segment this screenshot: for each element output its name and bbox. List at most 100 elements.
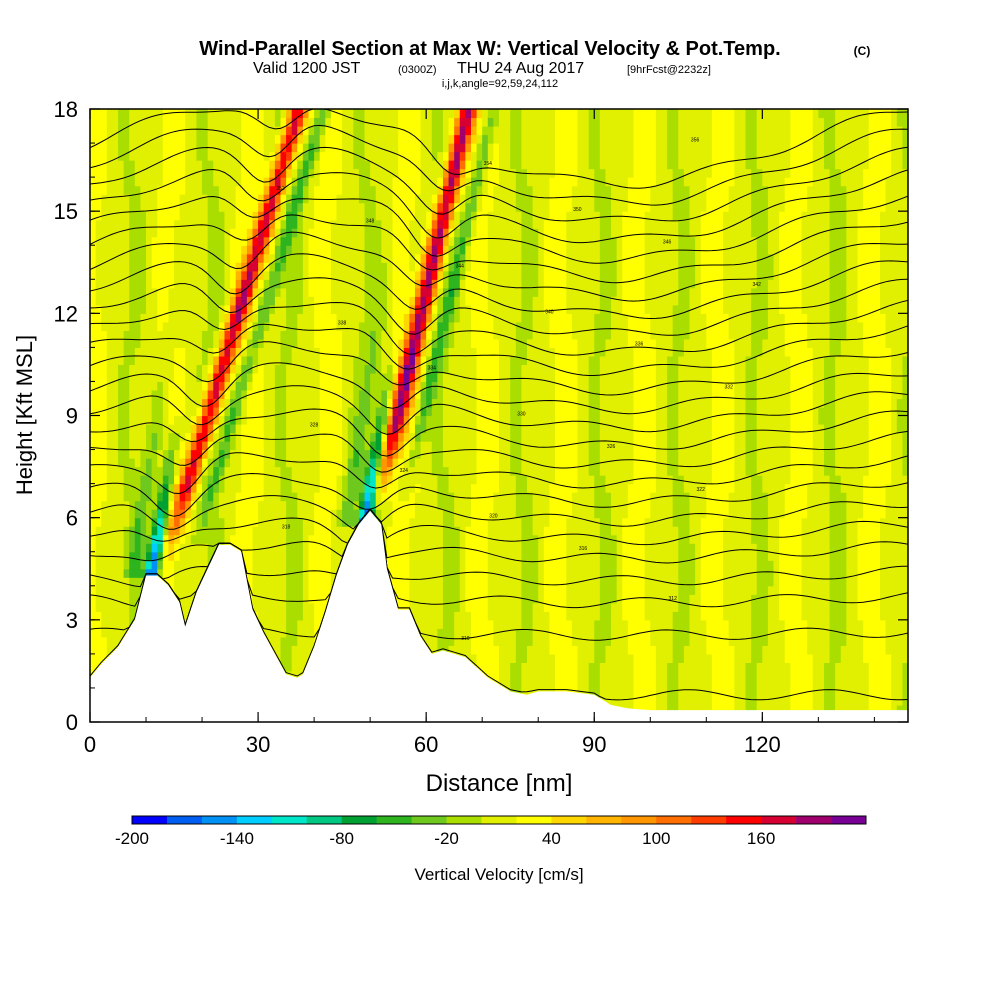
field-cell bbox=[308, 109, 315, 119]
field-cell bbox=[426, 202, 433, 212]
field-cell bbox=[302, 134, 310, 144]
field-cell bbox=[269, 236, 276, 246]
field-cell bbox=[252, 406, 259, 417]
field-cell bbox=[353, 458, 360, 468]
field-cell bbox=[95, 381, 102, 391]
field-cell bbox=[146, 458, 153, 468]
field-cell bbox=[207, 432, 214, 442]
field-cell bbox=[370, 109, 377, 119]
field-cell bbox=[358, 270, 366, 280]
field-cell bbox=[358, 398, 366, 408]
field-cell bbox=[196, 245, 203, 255]
field-cell bbox=[168, 296, 175, 306]
field-cell bbox=[90, 415, 97, 425]
field-cell bbox=[286, 568, 293, 578]
field-cell bbox=[263, 134, 270, 144]
field-cell bbox=[90, 211, 97, 221]
field-cell bbox=[286, 389, 293, 400]
field-cell bbox=[336, 228, 343, 238]
field-cell bbox=[101, 636, 108, 646]
field-cell bbox=[426, 636, 433, 646]
field-cell bbox=[403, 381, 410, 391]
field-cell bbox=[442, 143, 450, 153]
field-cell bbox=[465, 483, 472, 493]
field-cell bbox=[252, 168, 259, 178]
field-cell bbox=[308, 543, 315, 553]
field-cell bbox=[174, 304, 181, 314]
field-cell bbox=[174, 202, 181, 212]
field-cell bbox=[437, 364, 444, 374]
field-cell bbox=[162, 304, 170, 314]
field-cell bbox=[146, 381, 153, 391]
field-cell bbox=[414, 611, 422, 621]
field-cell bbox=[224, 262, 231, 272]
field-cell bbox=[269, 160, 276, 170]
field-cell bbox=[190, 449, 198, 459]
field-cell bbox=[179, 228, 186, 238]
field-cell bbox=[420, 568, 427, 578]
field-cell bbox=[386, 534, 394, 544]
field-cell bbox=[370, 441, 377, 451]
field-cell bbox=[218, 160, 226, 170]
field-cell bbox=[129, 151, 136, 161]
field-cell bbox=[202, 304, 209, 314]
field-cell bbox=[291, 109, 298, 119]
field-cell bbox=[162, 134, 170, 144]
field-cell bbox=[207, 236, 214, 246]
field-cell bbox=[246, 458, 254, 468]
field-cell bbox=[274, 262, 282, 272]
field-cell bbox=[291, 313, 298, 323]
field-cell bbox=[470, 458, 478, 468]
field-cell bbox=[162, 449, 170, 459]
field-cell bbox=[174, 415, 181, 425]
field-cell bbox=[174, 177, 181, 187]
field-cell bbox=[252, 611, 259, 621]
field-cell bbox=[465, 134, 472, 144]
field-cell bbox=[297, 262, 304, 272]
field-cell bbox=[246, 492, 254, 502]
field-cell bbox=[325, 134, 332, 144]
field-cell bbox=[364, 347, 371, 357]
field-cell bbox=[347, 424, 354, 434]
field-cell bbox=[414, 270, 422, 280]
field-cell bbox=[269, 313, 276, 323]
field-cell bbox=[118, 372, 125, 383]
field-cell bbox=[375, 253, 382, 263]
field-cell bbox=[319, 415, 326, 425]
field-cell bbox=[246, 534, 254, 544]
field-cell bbox=[420, 406, 427, 417]
field-cell bbox=[252, 211, 259, 221]
field-cell bbox=[185, 381, 192, 391]
field-cell bbox=[162, 389, 170, 400]
field-cell bbox=[106, 381, 114, 391]
field-cell bbox=[230, 202, 237, 212]
field-cell bbox=[286, 602, 293, 612]
field-cell bbox=[185, 398, 192, 408]
field-cell bbox=[263, 228, 270, 238]
field-cell bbox=[174, 372, 181, 383]
field-cell bbox=[185, 304, 192, 314]
field-cell bbox=[101, 432, 108, 442]
field-cell bbox=[185, 432, 192, 442]
field-cell bbox=[213, 526, 220, 536]
field-cell bbox=[179, 441, 186, 451]
field-cell bbox=[280, 185, 287, 195]
field-cell bbox=[442, 526, 450, 536]
field-cell bbox=[319, 313, 326, 323]
field-cell bbox=[286, 594, 293, 604]
field-cell bbox=[230, 109, 237, 119]
field-cell bbox=[246, 585, 254, 595]
grid-indices: i,j,k,angle=92,59,24,112 bbox=[442, 78, 558, 90]
field-cell bbox=[330, 143, 338, 153]
field-cell bbox=[459, 330, 466, 340]
field-cell bbox=[95, 330, 102, 340]
field-cell bbox=[347, 483, 354, 493]
field-cell bbox=[336, 355, 343, 366]
field-cell bbox=[196, 568, 203, 578]
field-cell bbox=[297, 645, 304, 655]
field-cell bbox=[190, 236, 198, 246]
field-cell bbox=[252, 262, 259, 272]
field-cell bbox=[319, 500, 326, 510]
field-cell bbox=[168, 185, 175, 195]
field-cell bbox=[112, 585, 119, 595]
